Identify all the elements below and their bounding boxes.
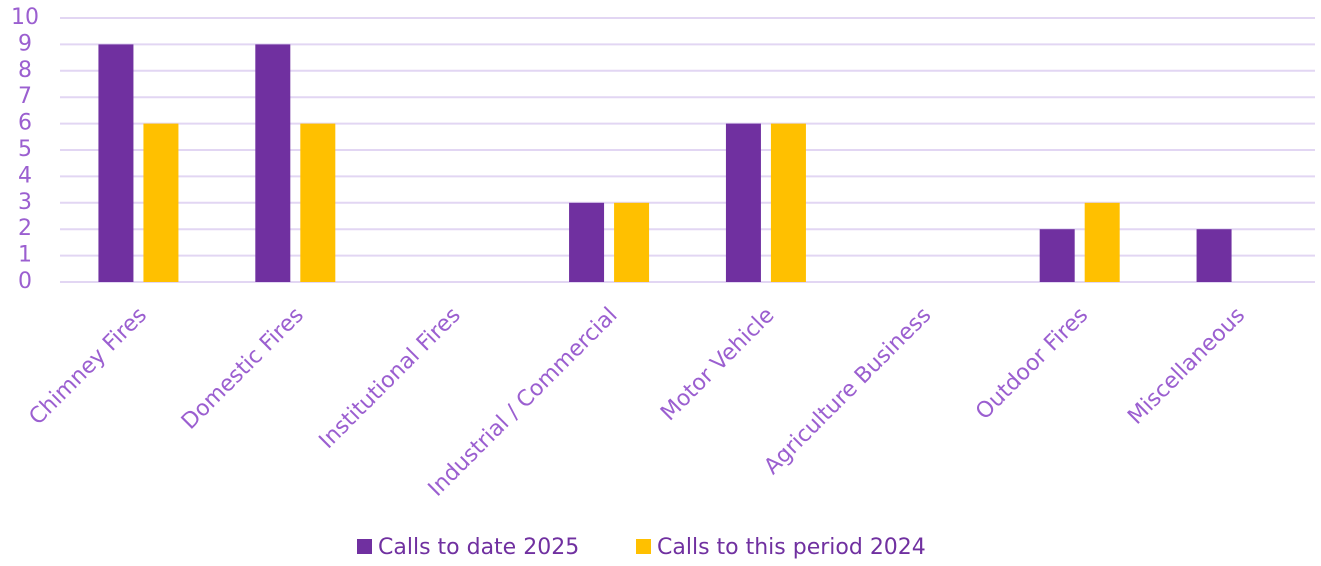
- y-tick-label: 2: [18, 216, 32, 241]
- y-tick-label: 10: [11, 5, 39, 30]
- y-tick-label: 1: [18, 243, 32, 268]
- bar: [1084, 202, 1120, 282]
- bar: [255, 44, 291, 283]
- x-tick-label: Industrial / Commercial: [424, 303, 623, 502]
- x-tick-label: Chimney Fires: [25, 303, 152, 430]
- bar: [569, 202, 605, 282]
- legend-text: Calls to this period 2024: [657, 535, 926, 560]
- bar: [614, 202, 650, 282]
- legend-swatch: [636, 539, 651, 554]
- y-tick-label: 3: [18, 190, 32, 215]
- bar: [725, 123, 761, 282]
- bar: [1196, 229, 1232, 282]
- legend-swatch: [357, 539, 372, 554]
- y-tick-label: 8: [18, 58, 32, 83]
- x-tick-label: Agriculture Business: [760, 303, 937, 480]
- y-tick-label: 0: [18, 269, 32, 294]
- y-tick-label: 4: [18, 163, 32, 188]
- bar: [143, 123, 179, 282]
- legend-text: Calls to date 2025: [378, 535, 579, 560]
- x-tick-label: Motor Vehicle: [656, 303, 779, 426]
- y-tick-label: 9: [18, 31, 32, 56]
- bar: [1039, 229, 1075, 282]
- x-tick-label: Domestic Fires: [177, 303, 309, 435]
- x-tick-label: Outdoor Fires: [971, 303, 1093, 425]
- y-tick-label: 6: [18, 111, 32, 136]
- x-tick-label: Miscellaneous: [1123, 303, 1250, 430]
- y-tick-label: 7: [18, 84, 32, 109]
- y-tick-label: 5: [18, 137, 32, 162]
- bar: [98, 44, 134, 283]
- x-tick-label: Institutional Fires: [315, 303, 466, 454]
- bar: [300, 123, 336, 282]
- bar: [770, 123, 806, 282]
